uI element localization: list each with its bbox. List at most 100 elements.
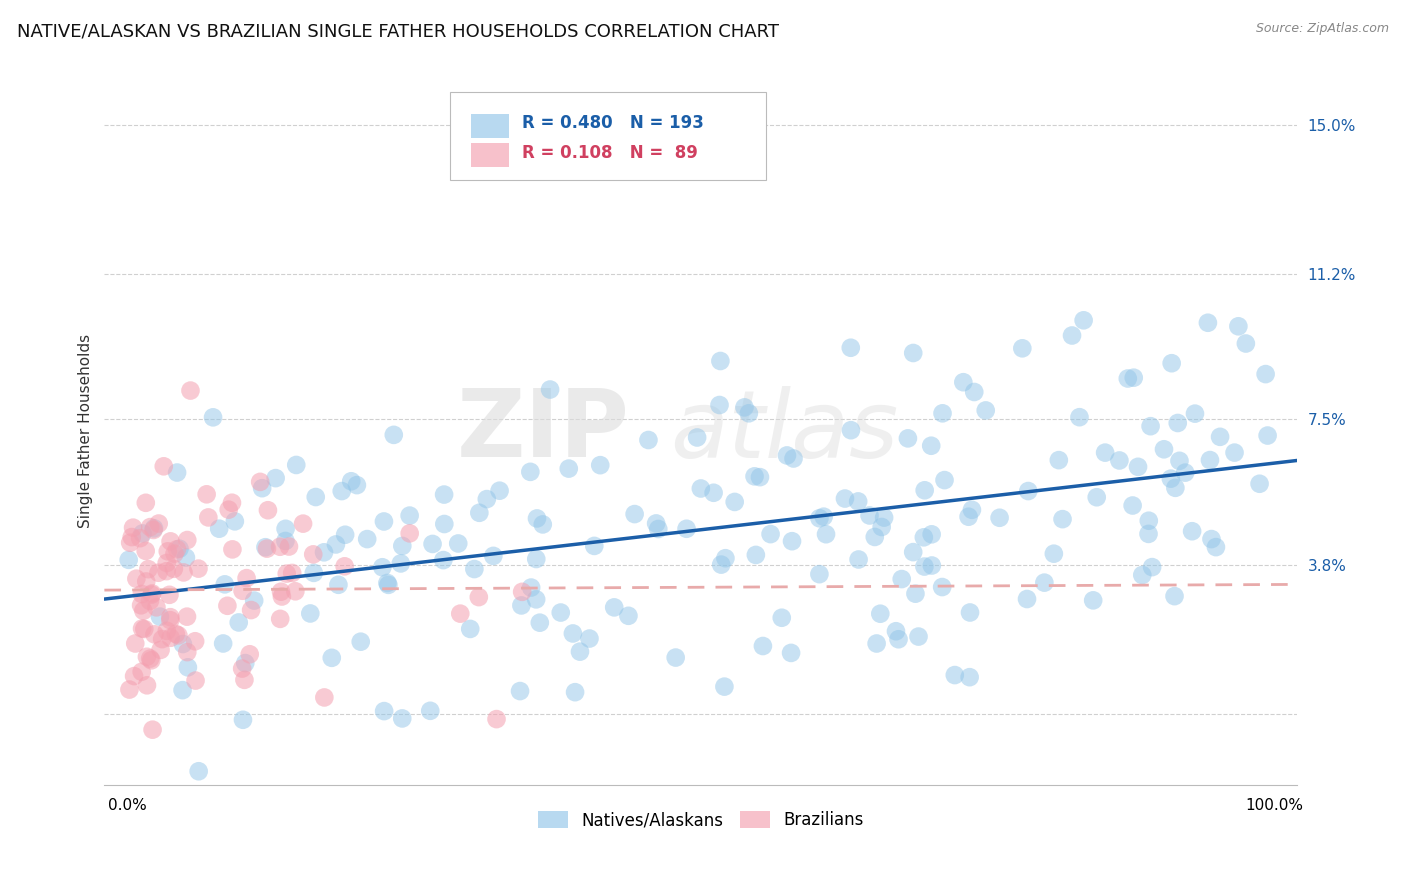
Point bbox=[173, 566, 195, 580]
Point bbox=[510, 584, 533, 599]
Point bbox=[163, 547, 186, 561]
Point bbox=[391, 711, 413, 725]
Point bbox=[839, 341, 862, 355]
Point bbox=[884, 624, 907, 639]
Point bbox=[281, 566, 304, 580]
Point bbox=[846, 494, 869, 508]
Point bbox=[152, 459, 174, 474]
Point bbox=[333, 527, 356, 541]
Point bbox=[475, 492, 498, 507]
Point bbox=[243, 593, 266, 607]
Point bbox=[1073, 313, 1095, 327]
Point bbox=[389, 557, 412, 571]
Point bbox=[957, 509, 980, 524]
Point bbox=[897, 431, 920, 445]
Point bbox=[228, 615, 250, 630]
Point bbox=[135, 574, 157, 589]
Point bbox=[1223, 445, 1246, 459]
Point bbox=[1043, 547, 1066, 561]
Point bbox=[808, 511, 831, 525]
Point bbox=[302, 566, 325, 580]
Point bbox=[1209, 430, 1232, 444]
Point bbox=[848, 552, 870, 566]
Point bbox=[912, 559, 935, 574]
Point bbox=[398, 526, 420, 541]
Point bbox=[148, 516, 170, 531]
Text: atlas: atlas bbox=[671, 385, 898, 476]
Point bbox=[865, 636, 887, 650]
Point bbox=[1174, 466, 1197, 480]
Point bbox=[257, 503, 280, 517]
Point bbox=[931, 406, 953, 420]
Point bbox=[921, 527, 943, 541]
Point bbox=[914, 483, 936, 498]
Point bbox=[1254, 367, 1277, 381]
Point bbox=[118, 682, 141, 697]
Point bbox=[373, 704, 395, 718]
Point bbox=[703, 485, 725, 500]
Point bbox=[709, 398, 731, 412]
Point bbox=[1033, 575, 1056, 590]
Point bbox=[780, 646, 803, 660]
Point bbox=[165, 627, 187, 641]
Point bbox=[952, 375, 974, 389]
Point bbox=[231, 662, 253, 676]
Point bbox=[145, 600, 167, 615]
Point bbox=[870, 520, 893, 534]
Point bbox=[139, 520, 162, 534]
Point bbox=[960, 503, 983, 517]
Point bbox=[564, 685, 586, 699]
Point bbox=[256, 541, 278, 556]
Point bbox=[1116, 371, 1139, 385]
Point bbox=[1094, 445, 1116, 459]
Point bbox=[187, 561, 209, 575]
Point bbox=[709, 354, 731, 368]
Point bbox=[931, 580, 953, 594]
Point bbox=[328, 578, 350, 592]
Point bbox=[526, 511, 548, 525]
Point bbox=[524, 592, 547, 607]
Point bbox=[166, 466, 188, 480]
Point bbox=[583, 539, 606, 553]
Point bbox=[218, 502, 240, 516]
Point bbox=[233, 673, 256, 687]
Point bbox=[292, 516, 315, 531]
Point bbox=[510, 599, 533, 613]
Point bbox=[689, 482, 711, 496]
Point bbox=[603, 600, 626, 615]
Point bbox=[1164, 481, 1187, 495]
Point bbox=[172, 683, 194, 698]
Point bbox=[129, 531, 152, 545]
Point bbox=[561, 626, 583, 640]
Point bbox=[197, 510, 219, 524]
Point bbox=[1160, 356, 1182, 370]
Bar bbox=[471, 144, 509, 168]
Point bbox=[139, 651, 162, 665]
Point bbox=[270, 584, 292, 599]
Point bbox=[148, 566, 170, 580]
Text: Source: ZipAtlas.com: Source: ZipAtlas.com bbox=[1256, 22, 1389, 36]
Point bbox=[138, 562, 160, 576]
Point bbox=[1199, 453, 1222, 467]
Point bbox=[912, 530, 935, 544]
Bar bbox=[471, 113, 509, 137]
Point bbox=[568, 645, 591, 659]
Point bbox=[159, 613, 181, 627]
Point bbox=[724, 495, 747, 509]
Point bbox=[235, 571, 257, 585]
Point bbox=[509, 684, 531, 698]
Point bbox=[163, 562, 186, 576]
Point bbox=[346, 478, 368, 492]
Point bbox=[780, 534, 803, 549]
Point bbox=[1139, 419, 1161, 434]
Point bbox=[321, 650, 343, 665]
Point bbox=[713, 680, 735, 694]
Point bbox=[134, 622, 156, 636]
Point bbox=[1137, 514, 1160, 528]
Point bbox=[143, 521, 166, 535]
Point bbox=[254, 540, 277, 554]
Point bbox=[675, 522, 697, 536]
Point bbox=[278, 540, 301, 554]
Point bbox=[1234, 336, 1257, 351]
Point bbox=[934, 473, 956, 487]
